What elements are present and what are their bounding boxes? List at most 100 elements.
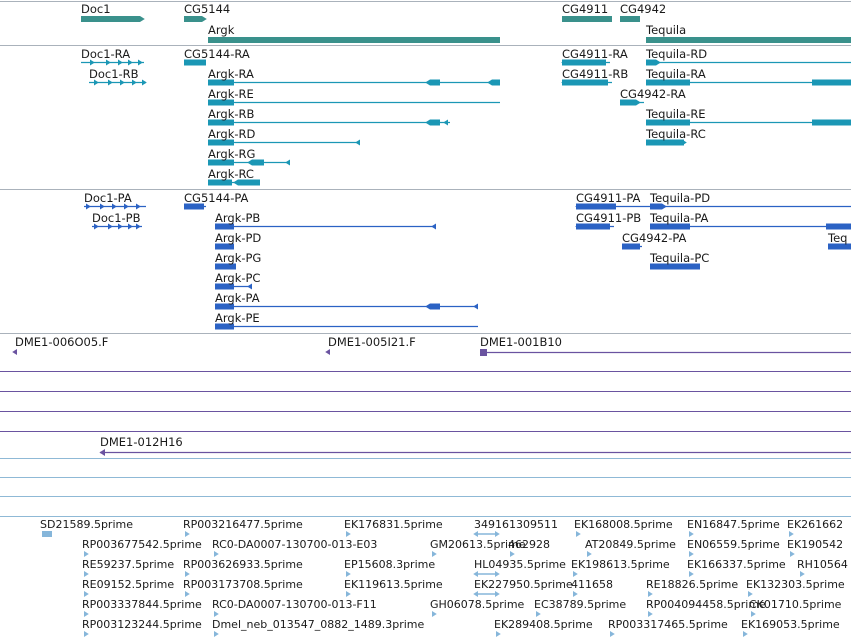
- transcript-argk-re-label: Argk-RE: [208, 87, 254, 101]
- est-label: RE59237.5prime: [82, 558, 175, 571]
- est-feature: [751, 611, 756, 617]
- protein-doc1-pb-exon-arrow: [108, 223, 113, 230]
- est-feature: [573, 571, 578, 577]
- est-feature: [84, 611, 89, 617]
- est-feature: [689, 531, 694, 537]
- est-feature: [510, 551, 515, 557]
- protein-argk-pb-exon-arrow: [431, 223, 436, 230]
- est-feature-arrow: [495, 591, 500, 597]
- transcript-argk-rb-label: Argk-RB: [208, 107, 255, 121]
- est-feature: [84, 571, 89, 577]
- transcript-argk-rg-exon: [208, 159, 234, 166]
- protein-cg4911-pa-label: CG4911-PA: [576, 191, 641, 205]
- transcript-cg4911-rb-label: CG4911-RB: [562, 67, 629, 81]
- clone-dme1-001b10-label: DME1-001B10: [480, 335, 562, 349]
- est-label: EK168008.5prime: [574, 518, 673, 531]
- est-feature: [689, 571, 694, 577]
- transcript-argk-rg-label: Argk-RG: [208, 147, 256, 161]
- est-label: EK289408.5prime: [494, 618, 593, 631]
- est-label: 462928: [508, 538, 550, 551]
- gene-cg4942-bar[interactable]: [620, 16, 640, 22]
- protein-tequila-pa-exon-arrow: [674, 223, 679, 230]
- transcript-doc1-rb-label: Doc1-RB: [89, 67, 139, 81]
- protein-cg4911-pb-exon-arrow: [605, 223, 610, 230]
- gene-argk-bar[interactable]: [208, 37, 500, 43]
- transcript-tequila-ra-exon: [646, 79, 690, 86]
- transcript-tequila-rc-exon-arrow: [682, 139, 687, 146]
- est-feature-arrow: [473, 571, 478, 577]
- transcript-tequila-rc-label: Tequila-RC: [646, 127, 706, 141]
- protein-tequila-pd-label: Tequila-PD: [650, 191, 711, 205]
- transcript-argk-ra-exon-arrow: [425, 79, 430, 86]
- est-feature: [573, 591, 578, 597]
- est-feature: [84, 631, 89, 637]
- gene-label-cg5144: CG5144: [184, 2, 231, 16]
- est-label: RE09152.5prime: [82, 578, 175, 591]
- est-feature: [432, 611, 437, 617]
- transcript-doc1-ra-exon-arrow: [138, 59, 143, 66]
- est-feature: [84, 591, 89, 597]
- transcript-argk-rg-exon: [252, 159, 264, 166]
- gene-tequila-bar[interactable]: [646, 37, 851, 43]
- gene-cg4911-bar[interactable]: [562, 16, 612, 22]
- est-label: RP003337844.5prime: [82, 598, 202, 611]
- transcript-cg4911-ra-exon-arrow: [561, 59, 566, 66]
- est-label: RE18826.5prime: [646, 578, 739, 591]
- transcript-doc1-rb-exon-arrow: [142, 79, 147, 86]
- transcript-doc1-ra-exon-arrow: [106, 59, 111, 66]
- transcript-cg4911-rb-exon-arrow: [561, 79, 566, 86]
- est-label: GM20613.5prime: [430, 538, 526, 551]
- transcript-doc1-rb-exon-arrow: [120, 79, 125, 86]
- transcript-cg4911-ra-exon-arrow: [595, 59, 600, 66]
- transcript-tequila-re-exon-arrow: [812, 119, 817, 126]
- est-feature-arrow: [495, 531, 500, 537]
- est-feature: [648, 611, 653, 617]
- est-label: HL04935.5prime: [474, 558, 566, 571]
- transcript-tequila-rd-label: Tequila-RD: [646, 47, 708, 61]
- protein-cg4942-pa-label: CG4942-PA: [622, 231, 687, 245]
- transcript-cg4911-rb-exon: [562, 79, 608, 86]
- protein-argk-pa-exon: [430, 303, 440, 310]
- gene-cg5144-bar[interactable]: [184, 16, 202, 22]
- est-feature: [346, 571, 351, 577]
- transcript-argk-rb-exon-arrow: [443, 119, 448, 126]
- protein-tequila-pc-exon-arrow: [666, 263, 671, 270]
- transcript-argk-ra-exon-arrow: [487, 79, 492, 86]
- gene-doc1-bar[interactable]: [81, 16, 140, 22]
- transcript-argk-ra-label: Argk-RA: [208, 67, 254, 81]
- transcript-cg4942-ra-label: CG4942-RA: [620, 87, 686, 101]
- transcript-tequila-ra-exon-arrow: [686, 79, 691, 86]
- transcript-argk-rg-exon-arrow: [247, 159, 252, 166]
- est-label: RP003317465.5prime: [608, 618, 728, 631]
- est-feature: [432, 551, 437, 557]
- transcript-cg4942-ra-exon-arrow: [636, 99, 641, 106]
- protein-argk-pc-exon: [215, 283, 234, 290]
- est-label: EK132303.5prime: [746, 578, 845, 591]
- clone-dme1-005i21-label: DME1-005I21.F: [328, 335, 416, 349]
- transcript-tequila-ra-label: Tequila-RA: [646, 67, 706, 81]
- protein-tequila-pa-exon-arrow: [836, 223, 841, 230]
- transcript-argk-rc-exon-arrow: [233, 179, 238, 186]
- transcript-argk-re-exon: [208, 99, 234, 106]
- est-feature-arrow: [473, 591, 478, 597]
- gene-label-cg4911: CG4911: [562, 2, 609, 16]
- transcript-tequila-re-exon-arrow: [660, 119, 665, 126]
- est-feature: [214, 611, 219, 617]
- transcript-tequila-rd-exon-arrow: [656, 59, 661, 66]
- est-label: EK198613.5prime: [571, 558, 670, 571]
- protein-doc1-pa-exon-arrow: [124, 203, 129, 210]
- transcript-tequila-rc-exon-arrow: [672, 139, 677, 146]
- est-feature[interactable]: [42, 531, 52, 537]
- protein-tequila-pc-exon: [650, 263, 700, 270]
- est-feature: [84, 551, 89, 557]
- protein-cg4911-pa-exon-arrow: [575, 203, 580, 210]
- transcript-argk-ra-exon: [492, 79, 500, 86]
- transcript-doc1-ra-exon-arrow: [90, 59, 95, 66]
- est-label: EC38789.5prime: [534, 598, 627, 611]
- est-label: 349161309511: [474, 518, 558, 531]
- est-feature-arrow: [473, 531, 478, 537]
- transcript-tequila-re-exon: [812, 119, 851, 126]
- est-label: EK261662: [787, 518, 844, 531]
- est-feature: [496, 631, 501, 637]
- protein-argk-pg-exon: [215, 263, 236, 270]
